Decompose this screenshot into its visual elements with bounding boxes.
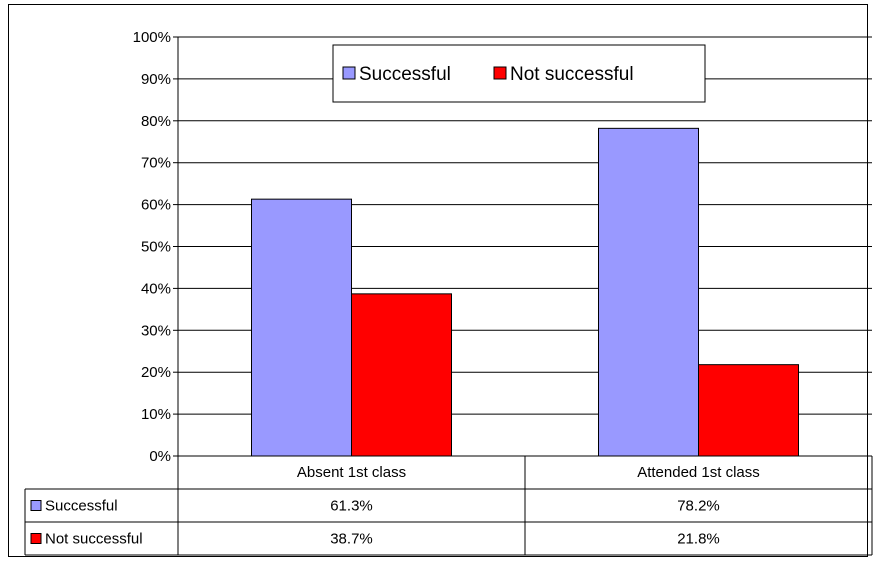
y-tick-label: 30% <box>141 322 171 339</box>
bar-successful <box>598 127 699 457</box>
data-label: 78.2% <box>677 498 720 515</box>
y-tick-label: 90% <box>141 71 171 88</box>
legend <box>332 44 706 103</box>
y-tick-label: 40% <box>141 280 171 297</box>
y-tick-label: 0% <box>149 448 171 465</box>
table-series-label: Not successful <box>45 531 143 548</box>
category-label: Attended 1st class <box>637 464 760 481</box>
data-label: 38.7% <box>330 531 373 548</box>
y-tick-label: 80% <box>141 113 171 130</box>
bar-not-successful <box>698 364 799 457</box>
y-tick-label: 100% <box>133 29 171 46</box>
y-tick-label: 20% <box>141 364 171 381</box>
data-label: 61.3% <box>330 498 373 515</box>
table-legend-key <box>30 533 42 544</box>
category-label: Absent 1st class <box>297 464 406 481</box>
table-series-label: Successful <box>45 498 118 515</box>
bar-successful <box>251 198 352 457</box>
y-tick-label: 10% <box>141 406 171 423</box>
legend-label: Not successful <box>510 64 634 85</box>
legend-swatch <box>342 66 356 80</box>
legend-label: Successful <box>359 64 451 85</box>
y-tick-label: 70% <box>141 155 171 172</box>
data-label: 21.8% <box>677 531 720 548</box>
y-tick-label: 50% <box>141 239 171 256</box>
legend-swatch <box>493 66 507 80</box>
bar-not-successful <box>351 293 452 457</box>
y-tick-label: 60% <box>141 197 171 214</box>
table-legend-key <box>30 500 42 511</box>
